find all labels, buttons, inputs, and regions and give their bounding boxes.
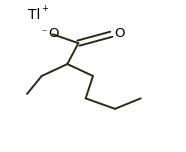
Text: +: + (41, 4, 48, 13)
Text: Tl: Tl (28, 8, 41, 22)
Text: ⁻: ⁻ (42, 28, 47, 38)
Text: O: O (48, 27, 59, 40)
Text: O: O (114, 27, 125, 40)
